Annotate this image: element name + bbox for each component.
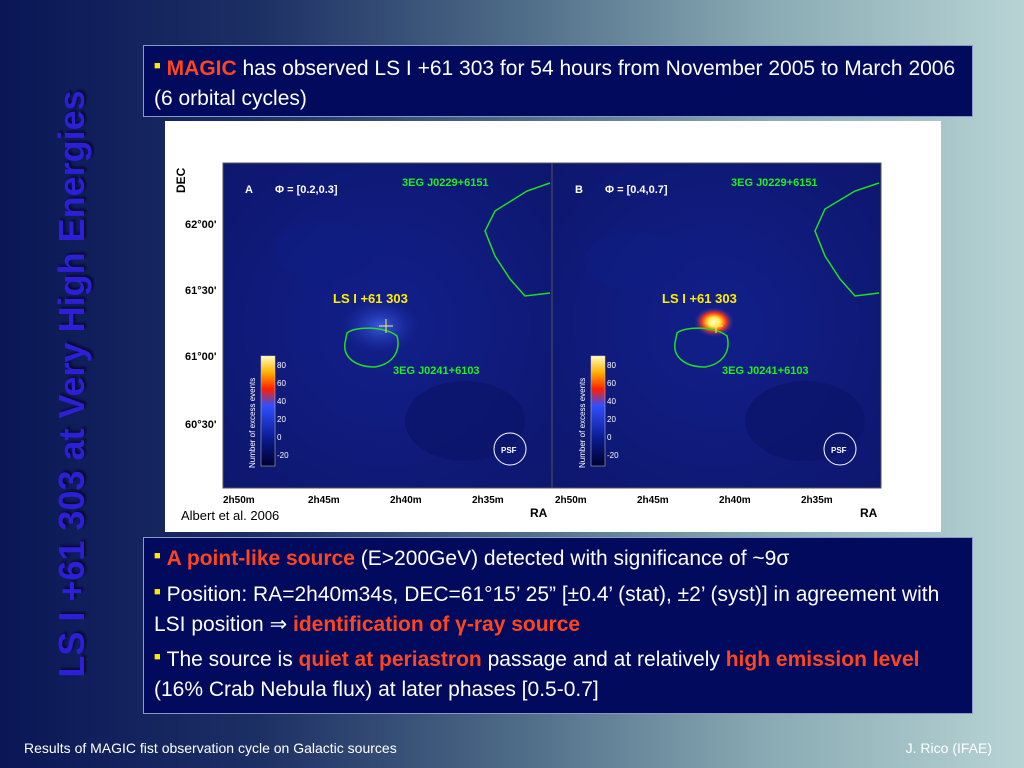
bullet-2-text: Position: RA=2h40m34s, DEC=61°15’ 25” [±…: [154, 582, 940, 636]
bullet-icon: ■: [154, 650, 161, 663]
skymap-figure: DEC 62°00' 61°30' 61°00' 60°30' A Φ = [0…: [165, 121, 941, 532]
figure-credit: Albert et al. 2006: [181, 508, 279, 523]
panel-a-cbar-t3: 20: [277, 415, 286, 424]
dec-tick-1: 62°00': [185, 219, 217, 231]
ra-a-tick-2: 2h45m: [308, 495, 340, 506]
panel-a-egret2: 3EG J0241+6103: [393, 365, 480, 377]
panel-b-egret2: 3EG J0241+6103: [722, 365, 809, 377]
panel-a-cbar-t0: 80: [277, 361, 286, 370]
panel-a-cbar-t4: 0: [277, 433, 282, 442]
bullet-icon: ■: [154, 59, 161, 72]
bullet-icon: ■: [154, 585, 161, 598]
panel-a-phase: Φ = [0.2,0.3]: [275, 184, 338, 196]
bullet-1: ■ A point-like source (E>200GeV) detected…: [154, 544, 962, 574]
panel-a-cbar-label: Number of excess events: [248, 378, 257, 468]
panel-a-letter: A: [245, 184, 253, 196]
bullet-3-mid: passage and at relatively: [481, 647, 726, 671]
magic-highlight: MAGIC: [166, 57, 237, 80]
footer-right: J. Rico (IFAE): [905, 740, 992, 756]
panel-b-cbar-t4: 0: [607, 433, 612, 442]
ra-a-tick-3: 2h40m: [390, 495, 422, 506]
ra-a-label: RA: [530, 506, 548, 520]
bullet-1-text: (E>200GeV) detected with significance of…: [354, 547, 790, 570]
panel-b-source: LS I +61 303: [662, 291, 737, 306]
ra-a-tick-1: 2h50m: [223, 495, 255, 506]
point-like-highlight: A point-like source: [166, 547, 355, 570]
ra-b-tick-1: 2h50m: [555, 495, 587, 506]
panel-b-cbar-t3: 20: [607, 415, 616, 424]
bullet-3: ■ The source is quiet at periastron passa…: [154, 645, 962, 704]
identification-highlight: identification of γ-ray source: [293, 612, 581, 636]
bullet-3-post: (16% Crab Nebula flux) at later phases […: [154, 677, 599, 701]
panel-a-cbar-t1: 60: [277, 379, 286, 388]
dec-tick-2: 61°30': [185, 285, 217, 297]
ra-a-tick-4: 2h35m: [472, 495, 504, 506]
panel-b-cbar-t5: -20: [607, 451, 619, 460]
panel-b-letter: B: [575, 184, 583, 196]
panel-b-cbar-t2: 40: [607, 397, 616, 406]
footer-left: Results of MAGIC fist observation cycle …: [24, 740, 397, 756]
dec-axis-label: DEC: [174, 167, 188, 193]
bottom-text-box: ■ A point-like source (E>200GeV) detected…: [143, 537, 973, 714]
dec-tick-4: 60°30': [185, 419, 217, 431]
panel-b-cbar-t1: 60: [607, 379, 616, 388]
ra-b-label: RA: [860, 506, 878, 520]
panel-b-cbar-label: Number of excess events: [578, 378, 587, 468]
side-title: LS I +61 303 at Very High Energies: [51, 90, 92, 678]
bullet-2: ■ Position: RA=2h40m34s, DEC=61°15’ 25” […: [154, 580, 962, 639]
panel-b: B Φ = [0.4,0.7] 3EG J0229+6151 LS I +61 …: [551, 162, 882, 489]
top-text-box: ■ MAGIC has observed LS I +61 303 for 54 …: [143, 45, 973, 117]
panel-a: A Φ = [0.2,0.3] 3EG J0229+6151 LS I +61 …: [222, 162, 553, 489]
panel-a-cbar-t2: 40: [277, 397, 286, 406]
ra-b-tick-3: 2h40m: [719, 495, 751, 506]
panel-a-egret1: 3EG J0229+6151: [402, 177, 489, 189]
panel-b-cbar-t0: 80: [607, 361, 616, 370]
panel-b-phase: Φ = [0.4,0.7]: [605, 184, 668, 196]
panel-a-psf: PSF: [501, 446, 517, 455]
panel-a-cbar-t5: -20: [277, 451, 289, 460]
bullet-3-pre: The source is: [166, 647, 299, 671]
ra-b-tick-4: 2h35m: [801, 495, 833, 506]
ra-b-tick-2: 2h45m: [637, 495, 669, 506]
emission-highlight: high emission level: [725, 647, 920, 671]
bullet-icon: ■: [154, 549, 161, 562]
top-box-text: has observed LS I +61 303 for 54 hours f…: [154, 57, 956, 110]
panel-b-psf: PSF: [831, 446, 847, 455]
panel-b-egret1: 3EG J0229+6151: [731, 177, 818, 189]
panel-a-source: LS I +61 303: [333, 291, 408, 306]
dec-tick-3: 61°00': [185, 351, 217, 363]
quiet-highlight: quiet at periastron: [298, 647, 482, 671]
